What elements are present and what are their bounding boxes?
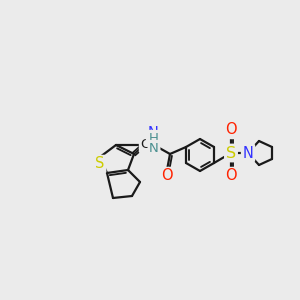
Text: O: O — [225, 169, 237, 184]
Text: H: H — [149, 131, 159, 145]
Text: O: O — [161, 169, 173, 184]
Text: N: N — [149, 142, 159, 154]
Text: S: S — [95, 157, 105, 172]
Text: N: N — [148, 125, 158, 140]
Text: S: S — [226, 146, 236, 160]
Text: N: N — [243, 146, 254, 160]
Text: O: O — [225, 122, 237, 137]
Text: C: C — [140, 139, 150, 152]
